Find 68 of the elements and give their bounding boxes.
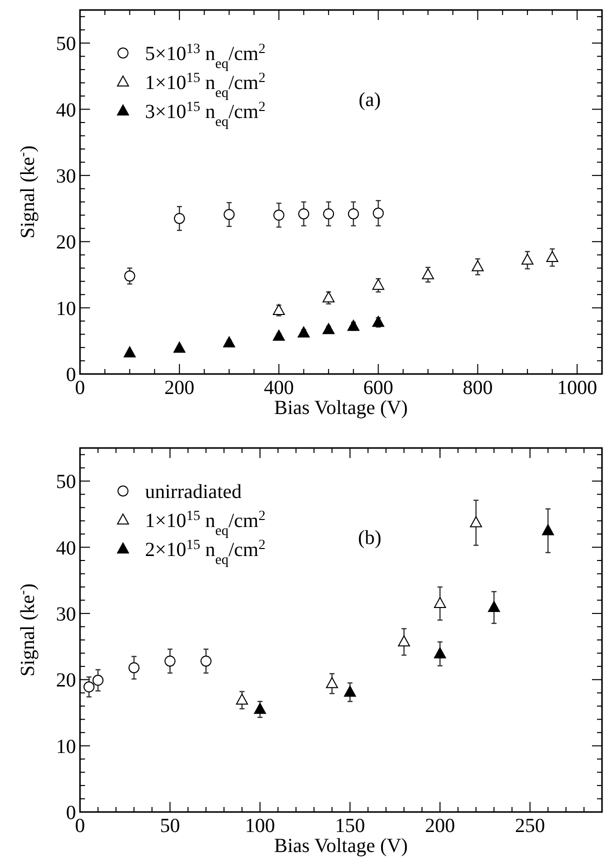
point <box>84 681 94 692</box>
point <box>273 210 284 221</box>
legend-label: 1×10$^{15}$ n$_{eq}$/cm$^{2}$ <box>145 70 266 100</box>
point <box>348 208 359 220</box>
x-tick-label: 200 <box>164 377 194 399</box>
point <box>372 278 384 290</box>
point <box>254 702 266 714</box>
point <box>164 656 176 667</box>
legend-label: 3×10$^{15}$ n$_{eq}$/cm$^{2}$ <box>145 100 266 130</box>
point <box>200 656 212 667</box>
point <box>224 209 235 220</box>
x-tick-label: 800 <box>462 377 493 399</box>
point <box>422 268 434 280</box>
y-tick-label: 10 <box>56 298 76 320</box>
x-axis-title: Bias Voltage (V) <box>274 835 408 857</box>
x-tick-label: 150 <box>335 815 365 837</box>
point <box>128 662 140 674</box>
point <box>344 686 356 697</box>
point <box>322 291 335 302</box>
y-tick-label: 50 <box>56 33 76 56</box>
x-tick-label: 1000 <box>557 377 598 399</box>
point <box>372 316 384 327</box>
legend-label: 1×10$^{15}$ n$_{eq}$/cm$^{2}$ <box>145 508 266 538</box>
point <box>472 260 484 272</box>
point <box>434 647 446 658</box>
y-tick-label: 40 <box>56 99 76 122</box>
point <box>470 516 482 528</box>
point <box>298 208 310 220</box>
legend-label: unirradiated <box>145 481 242 503</box>
point <box>521 254 534 265</box>
x-tick-label: 100 <box>245 815 275 837</box>
annotation: (b) <box>358 527 382 549</box>
y-tick-label: 40 <box>56 537 76 560</box>
y-tick-label: 10 <box>56 736 76 758</box>
annotation: (a) <box>358 89 381 111</box>
point <box>347 320 360 331</box>
point <box>488 601 500 612</box>
point <box>272 330 285 341</box>
point <box>124 346 136 358</box>
legend-label: 5×10$^{13}$ n$_{eq}$/cm$^{2}$ <box>145 42 266 72</box>
point <box>398 635 410 646</box>
point <box>372 208 384 219</box>
y-tick-label: 50 <box>56 471 76 494</box>
y-tick-label: 30 <box>56 165 76 188</box>
x-tick-label: 400 <box>264 377 294 399</box>
point <box>272 304 285 315</box>
point <box>546 251 558 262</box>
x-tick-label: 50 <box>160 815 180 837</box>
point <box>434 597 446 608</box>
point <box>92 674 104 686</box>
point <box>326 677 338 688</box>
point <box>298 326 310 338</box>
y-tick-label: 30 <box>56 603 76 626</box>
point <box>542 524 554 536</box>
point <box>174 212 185 224</box>
x-axis-title: Bias Voltage (V) <box>274 397 408 419</box>
point <box>322 323 335 334</box>
point <box>173 342 186 353</box>
point <box>236 694 248 705</box>
x-tick-label: 200 <box>425 815 455 837</box>
x-tick-label: 250 <box>515 815 545 837</box>
x-tick-label: 600 <box>363 377 394 399</box>
point <box>124 270 136 282</box>
point <box>323 208 334 220</box>
legend-label: 2×10$^{15}$ n$_{eq}$/cm$^{2}$ <box>145 538 266 568</box>
point <box>223 336 236 348</box>
y-tick-label: 20 <box>56 670 76 692</box>
y-tick-label: 20 <box>56 232 76 254</box>
